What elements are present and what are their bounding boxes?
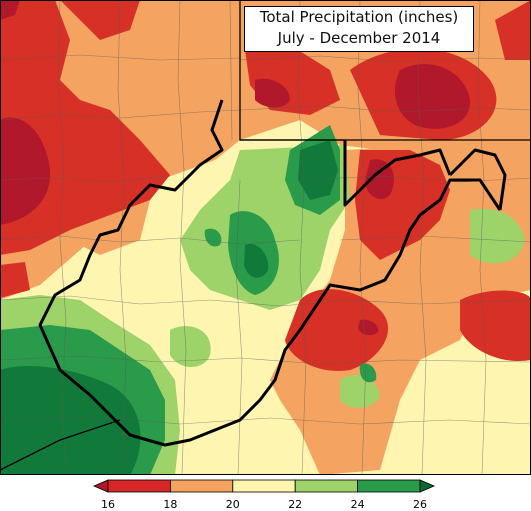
legend-bin-18-20 (169, 479, 234, 493)
map-subtitle: July - December 2014 (277, 29, 441, 47)
legend-under-arrow (92, 479, 109, 493)
zone-above-26 (0, 140, 338, 475)
legend-tick-label: 22 (288, 498, 302, 511)
legend-tick-label: 24 (351, 498, 365, 511)
legend-over-arrow (419, 479, 436, 493)
map-title: Total Precipitation (inches) (259, 8, 459, 26)
legend-tick-label: 18 (163, 498, 177, 511)
legend-bin-20-22 (232, 479, 296, 493)
legend-tick-label: 20 (226, 498, 240, 511)
precipitation-map (0, 0, 531, 475)
legend-bin-22-24 (294, 479, 359, 493)
state-boundaries (0, 0, 531, 471)
legend-bin-24-26 (357, 479, 421, 493)
legend-bin-16-18 (107, 479, 171, 493)
legend-tick-label: 16 (101, 498, 115, 511)
west-virginia-border (38, 99, 507, 447)
legend-tick-label: 26 (413, 498, 427, 511)
color-legend: 16 18 20 22 24 26 (92, 479, 436, 511)
zone-below-16 (0, 0, 471, 336)
county-boundaries (0, 0, 531, 475)
map-title-box: Total Precipitation (inches) July - Dece… (244, 6, 474, 52)
